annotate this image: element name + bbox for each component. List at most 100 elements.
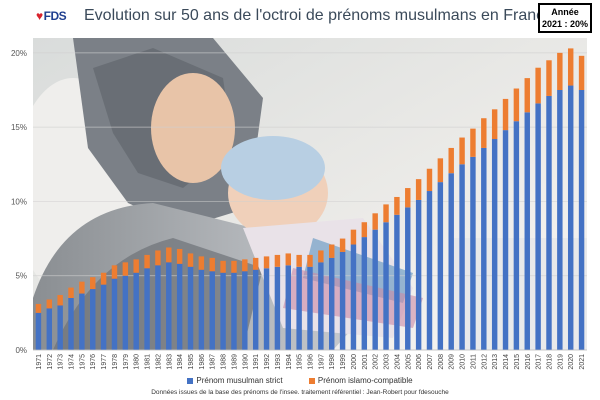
bar-compatible <box>350 229 357 245</box>
x-tick-label: 1978 <box>112 354 119 370</box>
bar-strict <box>405 207 411 350</box>
year-badge: Année 2021 : 20% <box>538 3 592 33</box>
bar-compatible <box>318 250 324 263</box>
bar-strict <box>100 284 107 350</box>
x-tick-label: 1983 <box>166 354 173 370</box>
bar-compatible <box>122 262 129 276</box>
x-tick-label: 1996 <box>308 354 315 370</box>
x-tick-label: 1977 <box>101 354 108 370</box>
bar-compatible <box>307 254 313 267</box>
x-tick-label: 1972 <box>47 354 54 370</box>
bar-strict <box>491 139 498 350</box>
bar-strict <box>394 214 400 350</box>
bar-strict <box>274 266 281 350</box>
bar-strict <box>144 268 150 350</box>
bar-strict <box>296 266 302 350</box>
bar-compatible <box>209 257 215 272</box>
bar-compatible <box>57 295 63 306</box>
bar-compatible <box>155 250 161 266</box>
bar-compatible <box>372 213 378 230</box>
bar-strict <box>176 263 183 350</box>
bar-strict <box>448 173 454 350</box>
bar-compatible <box>470 128 476 157</box>
x-tick-label: 1999 <box>340 354 347 370</box>
bar-strict <box>578 90 585 350</box>
x-tick-label: 2002 <box>373 354 380 370</box>
bar-strict <box>535 103 541 350</box>
bar-compatible <box>437 158 444 183</box>
bar-compatible <box>274 254 281 267</box>
bar-strict <box>437 182 444 350</box>
bar-strict <box>111 278 118 350</box>
x-tick-label: 1973 <box>58 354 65 370</box>
legend-label-compatible: Prénom islamo-compatible <box>317 376 413 385</box>
x-tick-label: 2013 <box>492 354 499 370</box>
x-tick-label: 1980 <box>134 354 141 370</box>
bar-compatible <box>394 196 400 215</box>
x-tick-label: 2017 <box>536 354 543 370</box>
bar-compatible <box>405 188 411 208</box>
x-tick-label: 1971 <box>36 354 43 370</box>
bar-strict <box>513 121 520 350</box>
bar-compatible <box>242 259 248 272</box>
x-tick-label: 2006 <box>416 354 423 370</box>
bar-compatible <box>415 179 422 200</box>
bar-compatible <box>491 109 498 140</box>
bar-compatible <box>35 303 42 313</box>
bar-compatible <box>567 48 574 86</box>
y-tick-label: 20% <box>11 49 27 58</box>
heart-icon: ♥ <box>36 9 43 23</box>
bar-compatible <box>220 260 226 273</box>
x-tick-label: 1981 <box>145 354 152 370</box>
bar-strict <box>252 269 259 350</box>
bar-strict <box>220 272 226 350</box>
bar-strict <box>285 265 291 350</box>
legend-item-compatible: Prénom islamo-compatible <box>308 376 413 385</box>
x-tick-label: 1990 <box>242 354 249 370</box>
x-tick-label: 2014 <box>503 354 510 370</box>
bar-strict <box>187 266 194 350</box>
x-tick-label: 2018 <box>546 354 553 370</box>
bar-strict <box>350 244 357 350</box>
bar-strict <box>166 262 172 350</box>
bar-compatible <box>426 168 433 192</box>
x-tick-label: 1979 <box>123 354 130 370</box>
bar-strict <box>68 298 74 350</box>
bar-compatible <box>502 98 509 131</box>
x-tick-label: 1986 <box>199 354 206 370</box>
x-tick-label: 1991 <box>253 354 260 370</box>
legend-swatch-compatible <box>308 377 315 384</box>
x-tick-label: 2019 <box>557 354 564 370</box>
bar-strict <box>231 272 237 350</box>
bar-strict <box>557 90 563 350</box>
badge-line-1: Année <box>551 7 579 17</box>
bar-compatible <box>187 253 194 267</box>
bar-strict <box>263 268 270 350</box>
bar-compatible <box>481 118 487 148</box>
x-tick-label: 2003 <box>384 354 391 370</box>
bar-strict <box>383 222 389 350</box>
bar-strict <box>361 237 368 350</box>
x-tick-label: 2008 <box>438 354 445 370</box>
bar-strict <box>35 312 42 350</box>
x-tick-label: 2000 <box>351 354 358 370</box>
bar-strict <box>567 85 574 351</box>
x-tick-label: 1982 <box>155 354 162 370</box>
x-tick-label: 2010 <box>460 354 467 370</box>
bar-strict <box>90 289 96 350</box>
bar-compatible <box>535 67 541 104</box>
legend: Prénom musulman strict Prénom islamo-com… <box>0 376 600 385</box>
bar-compatible <box>166 247 172 263</box>
x-tick-label: 2020 <box>568 354 575 370</box>
bar-compatible <box>296 254 302 267</box>
bar-compatible <box>578 55 585 90</box>
bar-compatible <box>90 277 96 290</box>
bar-strict <box>133 272 139 350</box>
y-tick-label: 10% <box>11 197 27 206</box>
x-tick-label: 1984 <box>177 354 184 370</box>
x-tick-label: 1976 <box>90 354 97 370</box>
chart: 0% 5% 10% 15% 20% 1971 1972 1973 1974 1975 1976 197… <box>11 48 587 370</box>
bar-compatible <box>176 248 183 264</box>
x-tick-label: 1993 <box>275 354 282 370</box>
bar-compatible <box>339 238 346 252</box>
